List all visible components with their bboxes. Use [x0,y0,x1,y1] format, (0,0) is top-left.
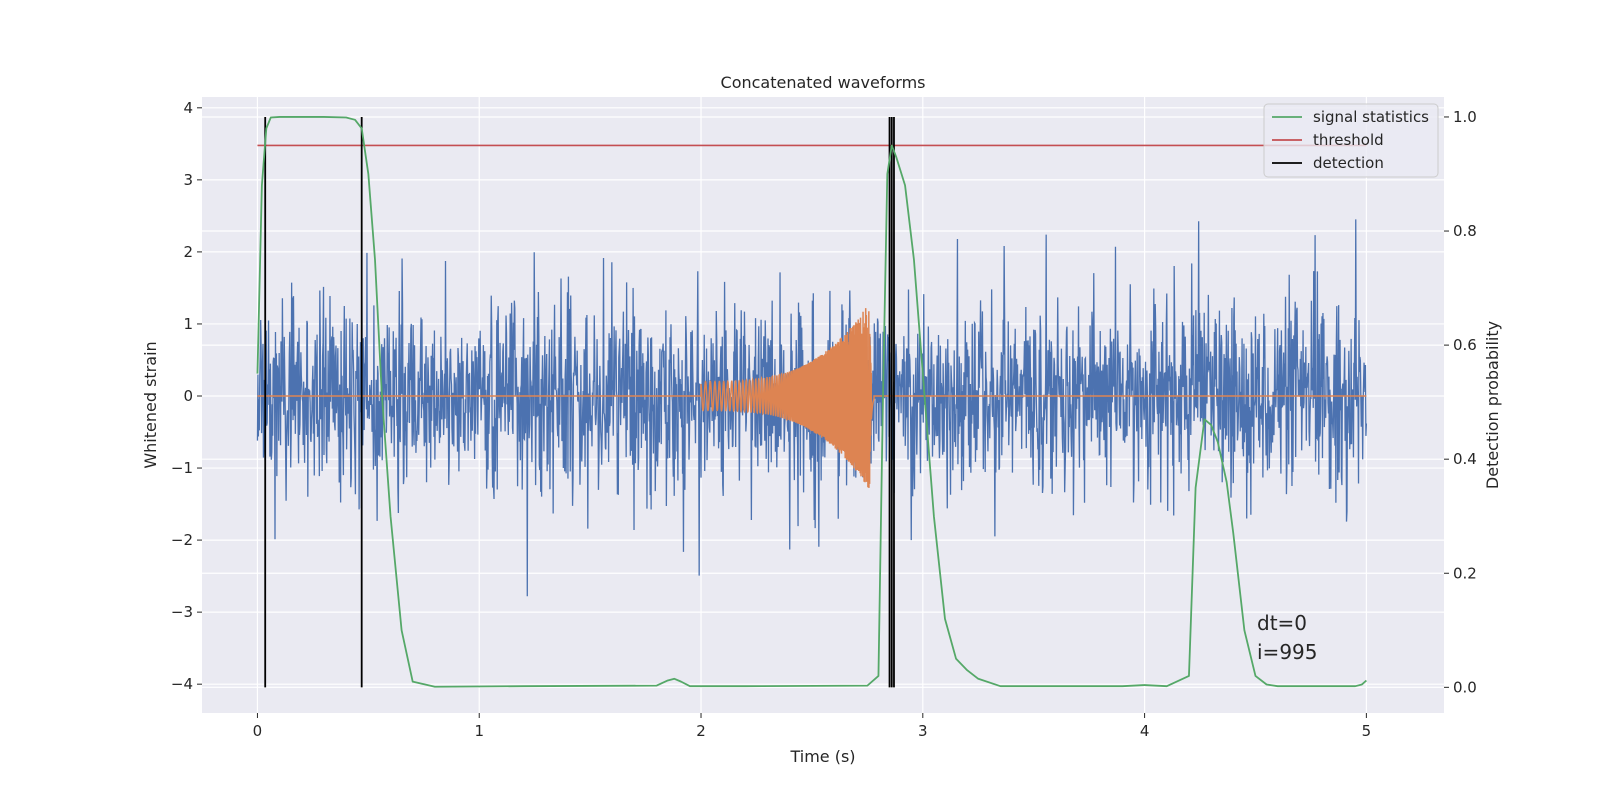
y2-tick-label: 1.0 [1453,108,1477,126]
y-tick-label: −1 [171,459,193,477]
injected-waveform-line [257,308,1367,488]
x-tick-label: 5 [1362,722,1372,740]
y-tick-label: 4 [183,99,193,117]
y2-axis-label: Detection probability [1483,321,1502,489]
signal-statistics-line [256,116,1367,688]
y2-tick-label: 0.6 [1453,336,1477,354]
y-axis-label: Whitened strain [141,341,160,468]
annotation-index: i=995 [1257,640,1318,664]
x-tick-label: 3 [918,722,928,740]
y-tick-label: 0 [183,387,193,405]
legend-box [1263,103,1439,178]
x-tick-label: 2 [696,722,706,740]
left-axis: −4 −3 −2 −1 0 1 2 3 4 [171,99,202,693]
x-tick-label: 0 [253,722,263,740]
x-tick-label: 1 [474,722,484,740]
right-axis: 0.0 0.2 0.4 0.6 0.8 1.0 [1444,108,1477,696]
annotation-dt: dt=0 [1257,611,1307,635]
x-tick-label: 4 [1140,722,1150,740]
legend: signal statistics threshold detection [1263,103,1439,178]
y2-tick-label: 0.2 [1453,564,1477,582]
y-tick-label: −4 [171,675,193,693]
y-tick-label: 1 [183,315,193,333]
legend-label-threshold: threshold [1313,131,1384,149]
legend-label-detection: detection [1313,154,1384,172]
y-tick-label: 3 [183,171,193,189]
y2-tick-label: 0.4 [1453,450,1477,468]
y-tick-label: −2 [171,531,193,549]
chart-title: Concatenated waveforms [721,73,926,92]
x-axis-label: Time (s) [789,747,855,766]
legend-label-signal-statistics: signal statistics [1313,108,1429,126]
bottom-axis: 0 1 2 3 4 5 [253,713,1371,740]
y2-tick-label: 0.8 [1453,222,1477,240]
y-tick-label: 2 [183,243,193,261]
y2-tick-label: 0.0 [1453,678,1477,696]
y-tick-label: −3 [171,603,193,621]
plot-series [256,116,1368,688]
noise-series-line [256,219,1368,597]
